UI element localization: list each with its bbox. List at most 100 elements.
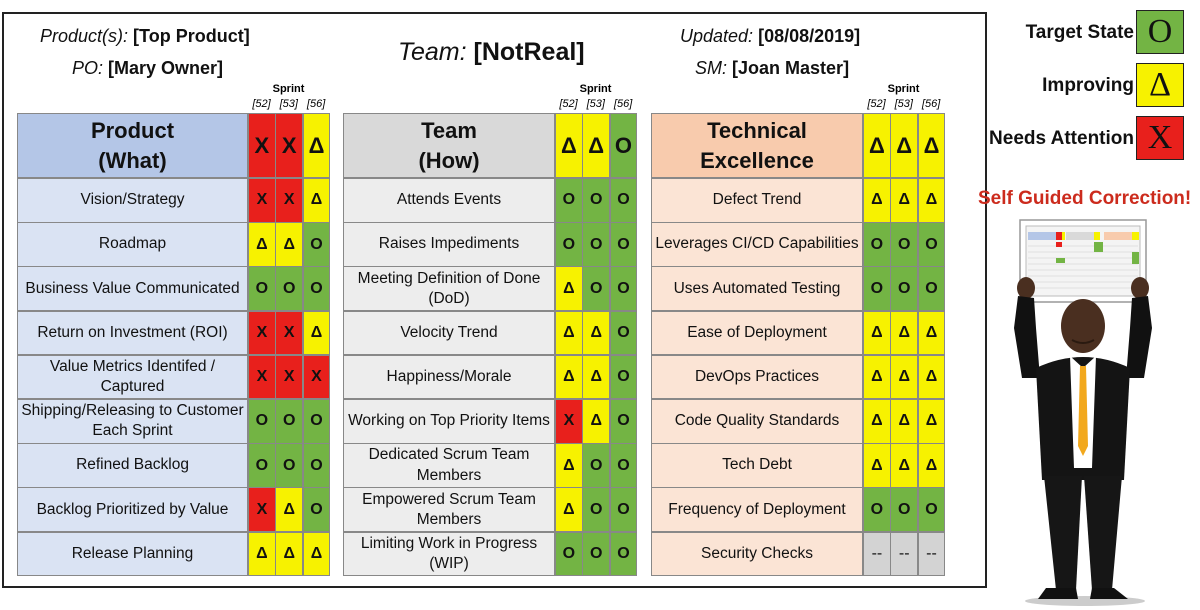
metric-label: Defect Trend (651, 178, 863, 223)
status-cell: O (582, 531, 611, 577)
status-cell: Δ (917, 310, 946, 356)
team-label: Team: (398, 38, 467, 66)
status-cell: O (890, 266, 919, 312)
products-header: Product(s): [Top Product] (40, 26, 250, 47)
products-value: [Top Product] (133, 26, 250, 46)
status-cell: -- (890, 531, 919, 577)
sprint-number: [52] (559, 98, 578, 110)
group-header-status: Δ (555, 113, 583, 178)
metric-label: Shipping/Releasing to Customer Each Spri… (17, 399, 248, 444)
products-label: Product(s): (40, 26, 129, 46)
status-cell: O (248, 399, 276, 444)
group-title-line2: (How) (418, 147, 480, 173)
status-cell: O (917, 222, 946, 267)
status-cell: O (582, 222, 611, 267)
updated-header: Updated: [08/08/2019] (680, 26, 860, 47)
sm-header: SM: [Joan Master] (695, 58, 849, 79)
status-cell: O (609, 310, 638, 356)
sprint-label: Sprint (887, 83, 920, 95)
status-cell: O (863, 222, 891, 267)
status-cell: Δ (890, 443, 919, 488)
metric-label: Velocity Trend (343, 310, 555, 356)
metric-label: Refined Backlog (17, 443, 248, 488)
status-cell: O (609, 354, 638, 400)
sprint-number: [56] (613, 98, 633, 110)
status-cell: X (248, 487, 276, 533)
status-cell: Δ (863, 354, 891, 400)
team-title: Team: [NotReal] (398, 38, 585, 67)
metric-label: Ease of Deployment (651, 310, 863, 356)
status-cell: O (863, 266, 891, 312)
status-cell: Δ (555, 443, 583, 488)
metric-label: Dedicated Scrum Team Members (343, 443, 555, 488)
sprint-number: [52] (867, 98, 886, 110)
person-holding-scorecard-illustration (1014, 219, 1152, 606)
status-cell: O (609, 443, 638, 488)
po-label: PO: (72, 58, 104, 78)
legend-swatch: X (1136, 116, 1184, 160)
status-cell: O (302, 443, 331, 488)
status-cell: X (275, 354, 304, 400)
status-cell: Δ (248, 222, 276, 267)
updated-value: [08/08/2019] (758, 26, 861, 46)
status-cell: X (248, 178, 276, 223)
status-cell: Δ (302, 310, 331, 356)
group-header-status: Δ (890, 113, 919, 178)
status-cell: O (609, 222, 638, 267)
status-cell: O (582, 266, 611, 312)
group-title-line1: Technical (707, 117, 807, 143)
metric-label: Limiting Work in Progress (WIP) (343, 531, 555, 577)
metric-label: Raises Impediments (343, 222, 555, 267)
status-cell: Δ (582, 310, 611, 356)
status-cell: O (609, 178, 638, 223)
status-cell: Δ (582, 354, 611, 400)
status-cell: O (863, 487, 891, 533)
status-cell: O (302, 222, 331, 267)
status-cell: X (302, 354, 331, 400)
metric-label: Working on Top Priority Items (343, 399, 555, 444)
team-value: [NotReal] (473, 38, 585, 66)
group-title-line1: Team (421, 117, 477, 143)
sprint-label: Sprint (579, 83, 612, 95)
status-cell: O (609, 266, 638, 312)
status-cell: Δ (302, 178, 331, 223)
status-cell: Δ (275, 222, 304, 267)
status-cell: O (890, 487, 919, 533)
legend-swatch: O (1136, 10, 1184, 54)
status-cell: Δ (582, 399, 611, 444)
metric-label: Vision/Strategy (17, 178, 248, 223)
status-cell: O (917, 487, 946, 533)
group-title-line2: (What) (98, 147, 167, 173)
group-header-status: Δ (302, 113, 331, 178)
sm-label: SM: (695, 58, 728, 78)
status-cell: X (275, 310, 304, 356)
metric-label: Leverages CI/CD Capabilities (651, 222, 863, 267)
group-header-title: Product (What) (17, 113, 248, 178)
group-title-line1: Product (90, 117, 175, 143)
updated-label: Updated: (680, 26, 754, 46)
metric-label: Code Quality Standards (651, 399, 863, 444)
status-cell: O (555, 178, 583, 223)
metric-label: DevOps Practices (651, 354, 863, 400)
legend-swatch: Δ (1136, 63, 1184, 107)
legend-label: Target State (1025, 22, 1134, 43)
status-cell: Δ (302, 531, 331, 577)
status-cell: Δ (917, 399, 946, 444)
sprint-number: [56] (921, 98, 941, 110)
metric-label: Value Metrics Identifed / Captured (17, 354, 248, 400)
status-cell: O (555, 531, 583, 577)
metric-label: Security Checks (651, 531, 863, 577)
status-cell: O (275, 266, 304, 312)
metric-label: Uses Automated Testing (651, 266, 863, 312)
group-header-status: Δ (917, 113, 946, 178)
metric-label: Tech Debt (651, 443, 863, 488)
status-cell: X (248, 354, 276, 400)
status-cell: Δ (248, 531, 276, 577)
status-cell: O (275, 443, 304, 488)
sprint-number: [56] (306, 98, 326, 110)
metric-label: Empowered Scrum Team Members (343, 487, 555, 533)
po-header: PO: [Mary Owner] (72, 58, 223, 79)
status-cell: O (555, 222, 583, 267)
status-cell: O (609, 531, 638, 577)
status-cell: O (302, 487, 331, 533)
